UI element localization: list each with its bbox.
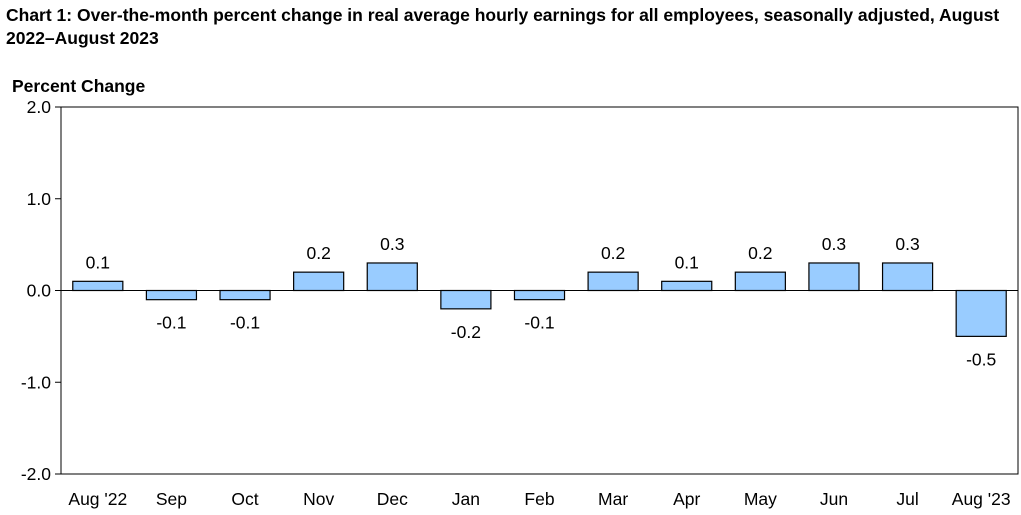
data-label: -0.2	[451, 322, 481, 342]
x-tick-label: Nov	[303, 489, 334, 509]
bar	[513, 289, 566, 301]
x-tick-label: Apr	[673, 489, 700, 509]
bar	[366, 262, 418, 292]
y-tick-label: 2.0	[27, 97, 52, 117]
y-tick-label: 1.0	[27, 189, 52, 209]
x-tick-label: Dec	[377, 489, 408, 509]
data-label: -0.1	[156, 313, 186, 333]
x-tick-label: Aug '22	[68, 489, 127, 509]
x-tick-label: Mar	[598, 489, 628, 509]
y-tick-label: 0.0	[27, 281, 52, 301]
bar	[734, 271, 786, 292]
x-tick-label: Sep	[156, 489, 187, 509]
y-axis-label: Percent Change	[12, 76, 145, 96]
bar	[145, 289, 198, 301]
x-tick-label: Jun	[820, 489, 848, 509]
bar	[587, 271, 639, 292]
data-label: 0.2	[748, 243, 772, 263]
data-label: 0.3	[895, 234, 919, 254]
bar	[881, 262, 934, 292]
x-tick-label: Jul	[896, 489, 918, 509]
x-tick-label: Feb	[524, 489, 554, 509]
data-label: 0.2	[601, 243, 625, 263]
bar	[219, 289, 271, 301]
bar	[72, 280, 124, 292]
data-label: 0.3	[380, 234, 404, 254]
bar	[440, 289, 492, 310]
data-label: 0.1	[675, 252, 699, 272]
data-label: -0.1	[524, 313, 554, 333]
x-tick-label: Oct	[231, 489, 258, 509]
data-label: -0.5	[966, 349, 996, 369]
y-tick-label: -2.0	[21, 464, 51, 484]
data-label: 0.1	[86, 252, 110, 272]
data-label: 0.2	[306, 243, 330, 263]
y-tick-label: -1.0	[21, 372, 51, 392]
x-tick-label: Aug '23	[952, 489, 1011, 509]
bar	[808, 262, 860, 292]
bar	[661, 280, 713, 292]
chart-title: Chart 1: Over-the-month percent change i…	[6, 5, 1000, 48]
bar	[293, 271, 345, 292]
x-tick-label: Jan	[452, 489, 480, 509]
bar	[955, 289, 1007, 337]
x-tick-label: May	[744, 489, 777, 509]
data-label: 0.3	[822, 234, 846, 254]
data-label: -0.1	[230, 313, 260, 333]
